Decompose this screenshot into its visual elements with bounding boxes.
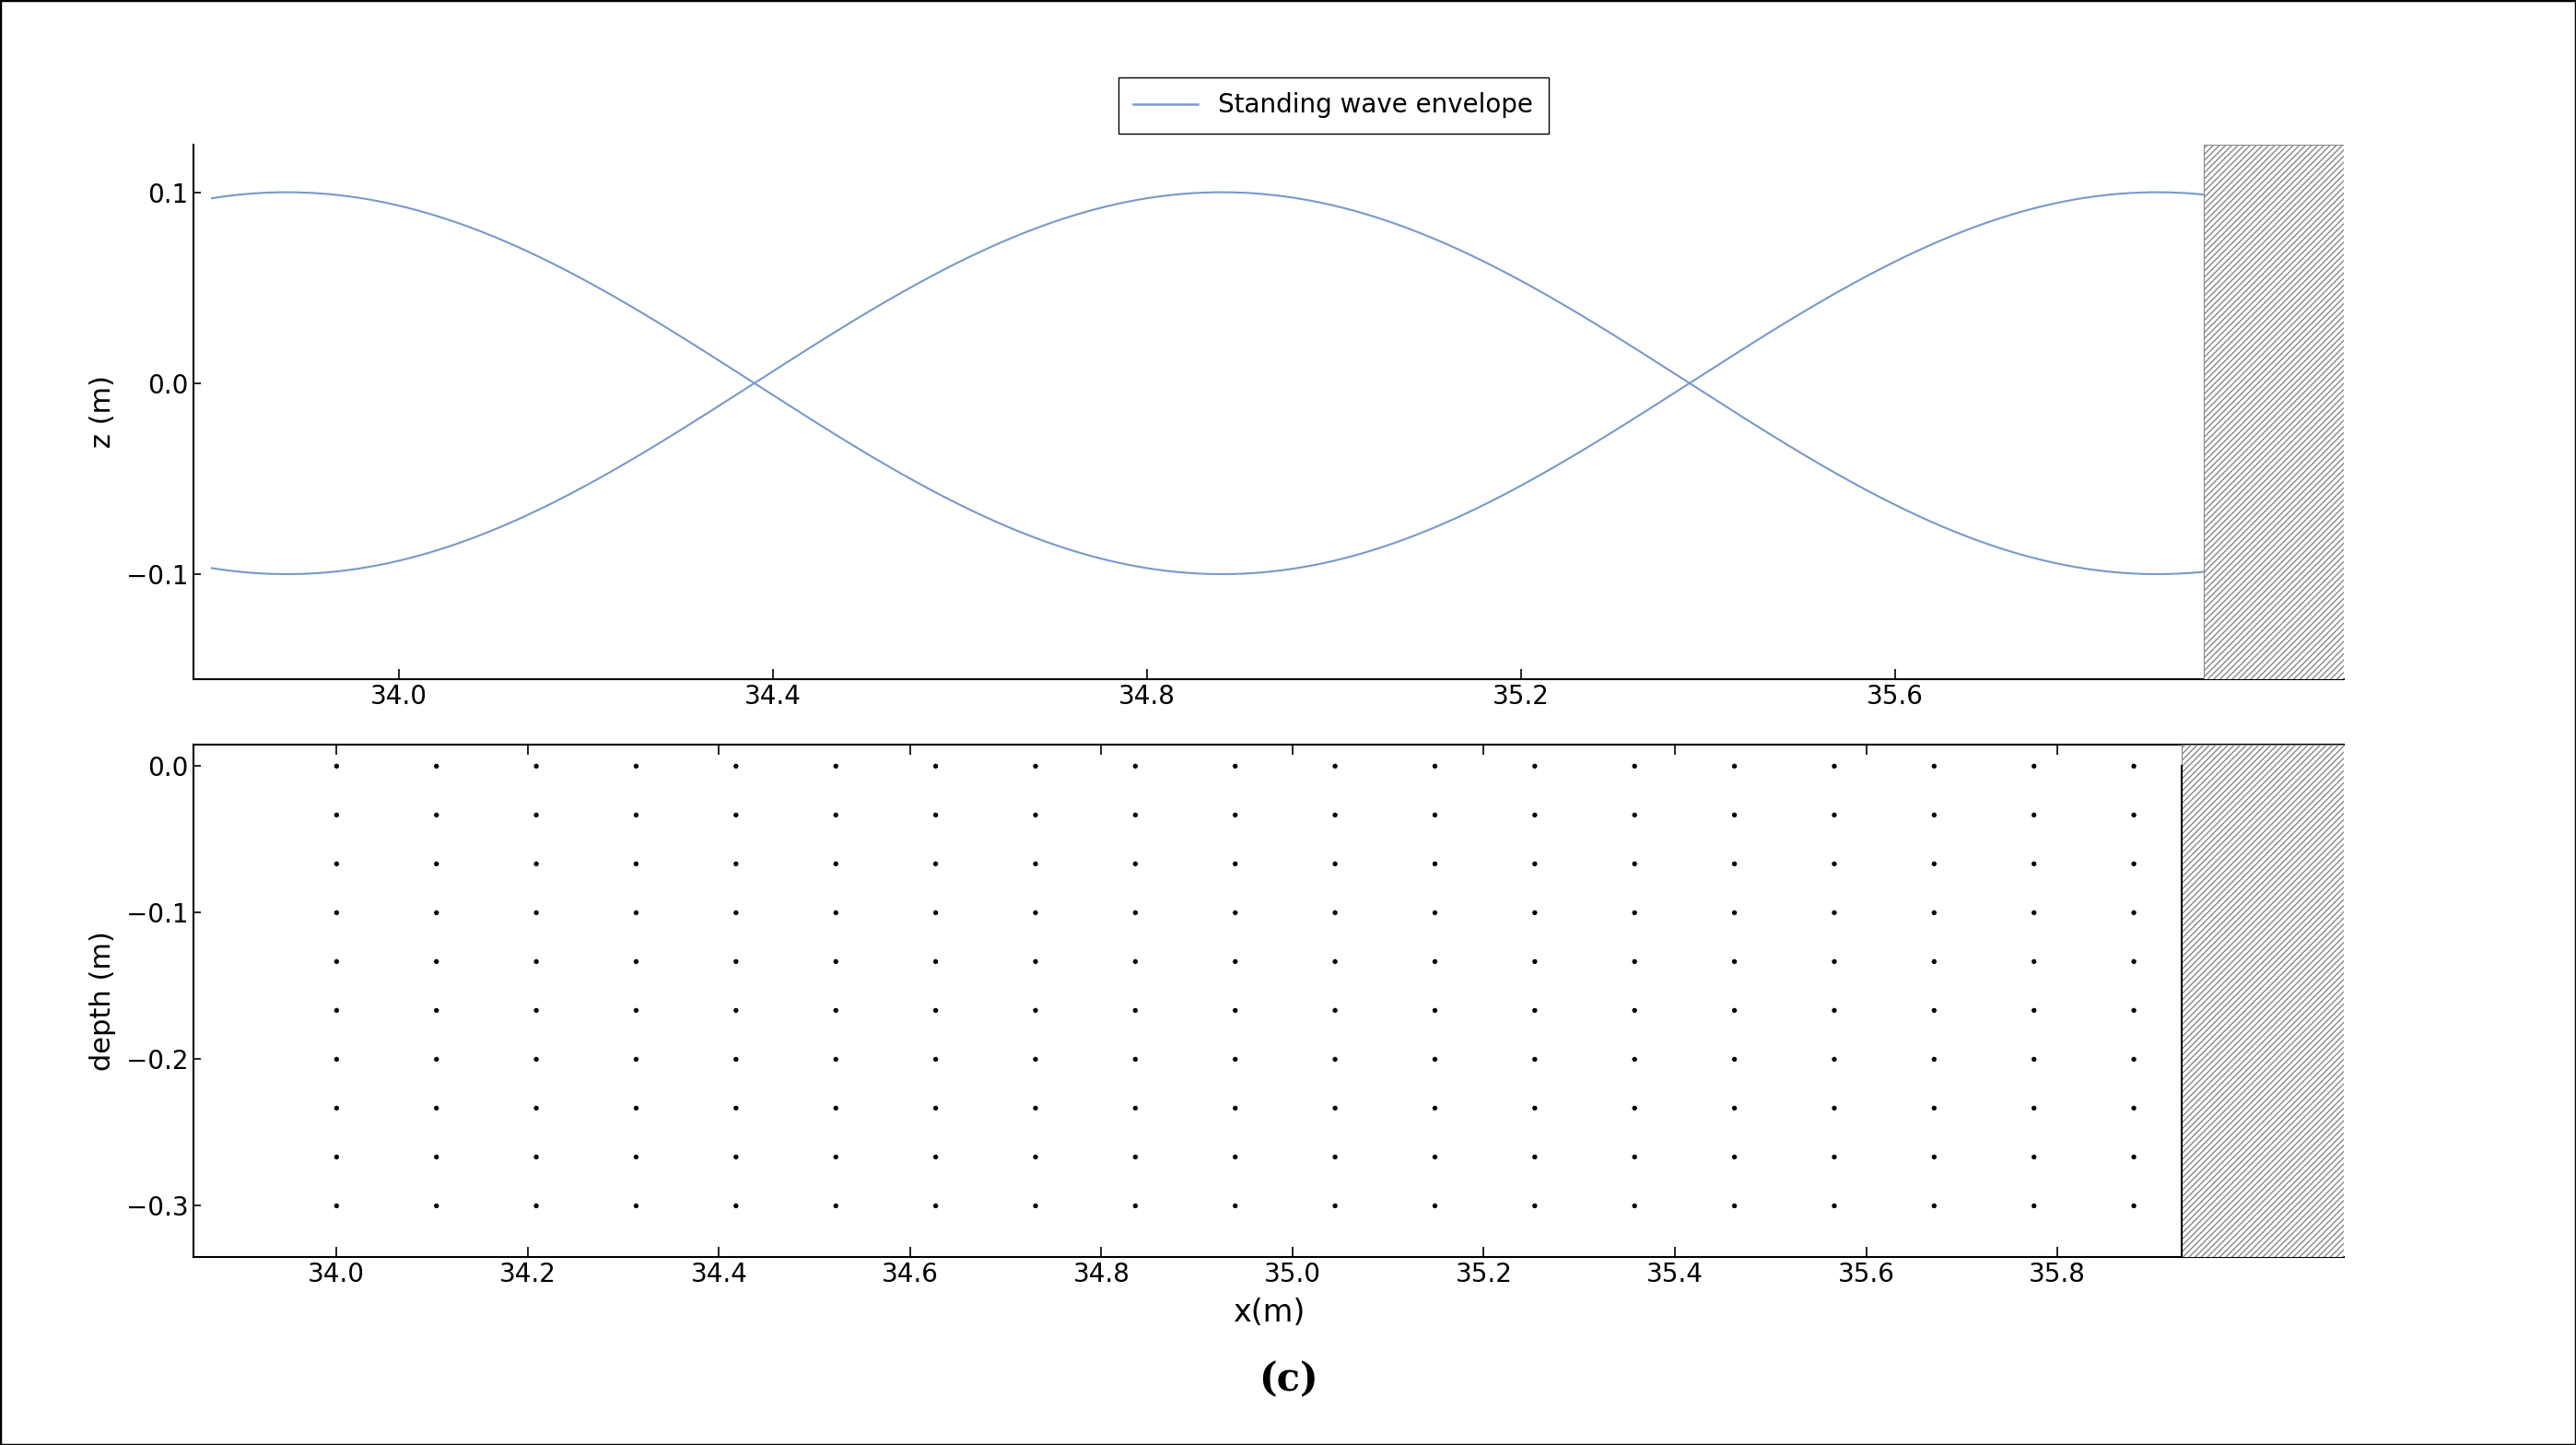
Text: (c): (c) bbox=[1257, 1361, 1319, 1399]
Bar bbox=[2182, 744, 2372, 1257]
Y-axis label: z (m): z (m) bbox=[90, 376, 116, 448]
Bar bbox=[2205, 144, 2372, 679]
Legend: Standing wave envelope: Standing wave envelope bbox=[1118, 77, 1548, 133]
X-axis label: x(m): x(m) bbox=[1231, 1298, 1306, 1328]
Y-axis label: depth (m): depth (m) bbox=[90, 931, 116, 1071]
